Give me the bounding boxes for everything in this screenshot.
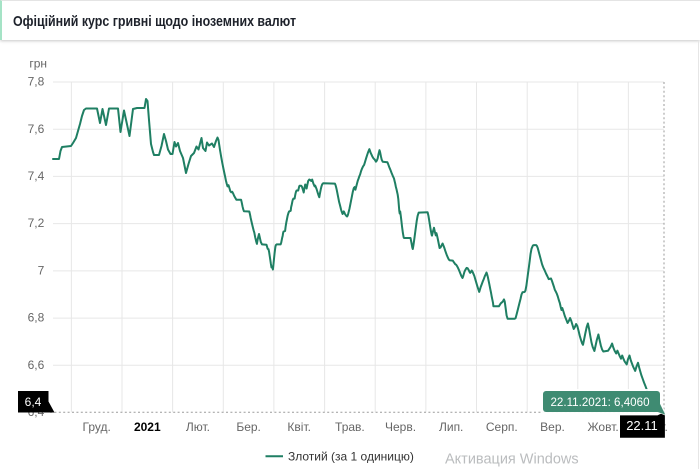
svg-text:22.11: 22.11 [626, 418, 658, 433]
svg-text:Черв.: Черв. [385, 420, 416, 434]
svg-text:7: 7 [38, 264, 45, 278]
svg-text:Вер.: Вер. [540, 420, 565, 434]
svg-text:грн: грн [29, 57, 47, 71]
svg-text:Квіт.: Квіт. [287, 420, 311, 434]
svg-text:6,6: 6,6 [28, 358, 45, 372]
svg-text:Лют.: Лют. [186, 420, 210, 434]
svg-text:6,4: 6,4 [25, 395, 42, 409]
svg-text:Лип.: Лип. [439, 420, 463, 434]
svg-text:22.11.2021: 6,4060: 22.11.2021: 6,4060 [550, 396, 649, 409]
svg-text:Активация Windows: Активация Windows [445, 452, 579, 468]
svg-text:Жовт.: Жовт. [587, 420, 618, 434]
svg-text:Серп.: Серп. [486, 420, 518, 434]
svg-text:Бер.: Бер. [236, 420, 261, 434]
svg-text:7,4: 7,4 [28, 169, 45, 183]
svg-text:7,2: 7,2 [28, 216, 45, 230]
svg-text:Груд.: Груд. [83, 420, 111, 434]
svg-text:2021: 2021 [134, 420, 161, 434]
svg-text:Злотий (за 1 одиницю): Злотий (за 1 одиницю) [288, 450, 414, 464]
svg-text:7,8: 7,8 [28, 75, 45, 89]
svg-text:7,6: 7,6 [28, 122, 45, 136]
svg-text:6,8: 6,8 [28, 311, 45, 325]
svg-text:Трав.: Трав. [335, 420, 365, 434]
